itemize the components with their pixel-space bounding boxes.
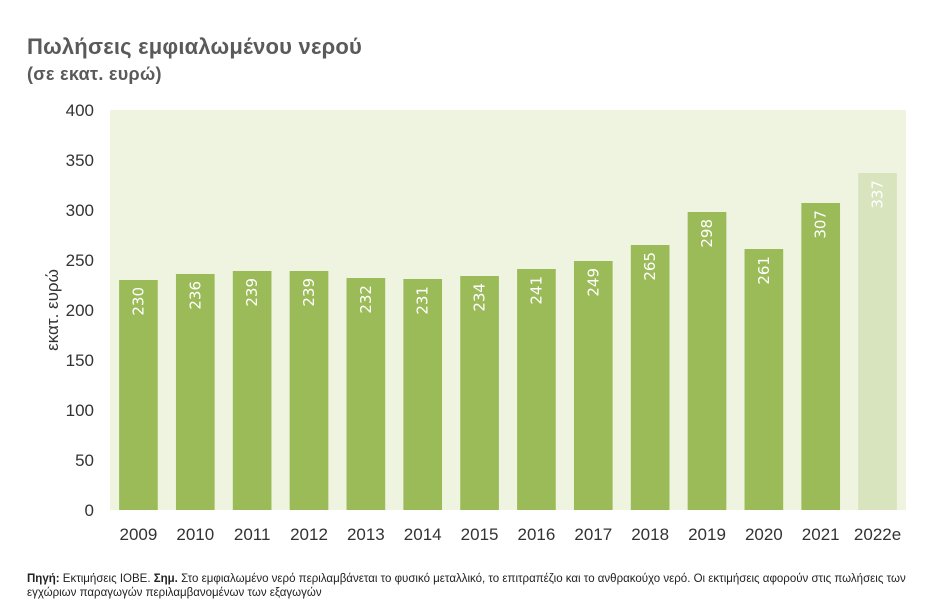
y-tick-label: 50 xyxy=(75,451,94,470)
note-label: Σημ. xyxy=(153,573,178,585)
bar-chart: 0 50 100 150 200 250 300 350 400 230 236 239 239 232… xyxy=(43,101,906,544)
bar-value-label: 232 xyxy=(357,285,375,314)
bar xyxy=(573,261,613,510)
y-tick-label: 400 xyxy=(66,101,94,120)
bar-value-label: 236 xyxy=(186,281,204,310)
bar-value-label: 231 xyxy=(414,286,432,315)
plot-area xyxy=(110,110,906,510)
x-tick-label: 2014 xyxy=(404,525,442,544)
y-axis: 0 50 100 150 200 250 300 350 400 xyxy=(66,101,94,520)
y-tick-label: 150 xyxy=(66,351,94,370)
bar xyxy=(801,203,841,510)
bar-value-label: 241 xyxy=(527,276,545,305)
bar-value-label: 337 xyxy=(869,180,887,209)
x-tick-label: 2022e xyxy=(854,525,901,544)
bar xyxy=(232,271,272,510)
chart-subtitle: (σε εκατ. ευρώ) xyxy=(27,64,162,84)
x-tick-label: 2015 xyxy=(461,525,499,544)
x-tick-label: 2020 xyxy=(745,525,783,544)
bar-value-label: 261 xyxy=(755,256,773,285)
bar-value-label: 230 xyxy=(129,287,147,316)
x-tick-label: 2021 xyxy=(802,525,840,544)
note-text: Στο εμφιαλωμένο νερό περιλαμβάνεται το φ… xyxy=(27,573,906,599)
y-tick-label: 300 xyxy=(66,201,94,220)
bar xyxy=(119,280,158,510)
y-tick-label: 350 xyxy=(66,151,94,170)
bar xyxy=(858,173,897,510)
bar-value-label: 307 xyxy=(812,210,830,239)
x-tick-label: 2009 xyxy=(120,525,158,544)
bar xyxy=(630,245,670,510)
bar-value-label: 239 xyxy=(243,278,261,307)
y-tick-label: 250 xyxy=(66,251,94,270)
x-tick-label: 2019 xyxy=(688,525,726,544)
bar xyxy=(403,279,443,510)
x-tick-label: 2018 xyxy=(631,525,669,544)
bars: 230 236 239 239 232 231 234 241 249 265 298 261 307 3… xyxy=(119,173,897,510)
x-tick-label: 2011 xyxy=(234,525,271,544)
y-tick-label: 100 xyxy=(66,401,94,420)
bar xyxy=(346,278,386,510)
y-tick-label: 0 xyxy=(85,501,94,520)
bar-value-label: 234 xyxy=(471,283,489,312)
x-tick-label: 2016 xyxy=(518,525,556,544)
y-tick-label: 200 xyxy=(66,301,94,320)
bar xyxy=(289,271,329,510)
source-label: Πηγή: xyxy=(27,573,60,585)
chart-title: Πωλήσεις εμφιαλωμένου νερού xyxy=(27,34,363,59)
bar xyxy=(744,249,784,510)
x-tick-label: 2010 xyxy=(176,525,214,544)
source-text: Εκτιμήσεις ΙΟΒΕ. xyxy=(59,573,154,585)
bar-value-label: 249 xyxy=(584,268,602,297)
x-tick-label: 2017 xyxy=(574,525,612,544)
x-tick-label: 2013 xyxy=(347,525,385,544)
bar xyxy=(687,212,727,510)
bar xyxy=(175,274,215,510)
y-axis-label: εκατ. ευρώ xyxy=(43,269,62,351)
bar xyxy=(517,269,556,510)
bar-value-label: 265 xyxy=(641,252,659,281)
x-axis: 2009 2010 2011 2012 2013 2014 2015 2016 2017 2018… xyxy=(120,525,902,544)
bar-value-label: 239 xyxy=(300,278,318,307)
source-note: Πηγή: Εκτιμήσεις ΙΟΒΕ. Σημ. Στο εμφιαλωμ… xyxy=(27,572,907,600)
x-tick-label: 2012 xyxy=(290,525,328,544)
bar-value-label: 298 xyxy=(698,219,716,248)
bar xyxy=(460,276,499,510)
